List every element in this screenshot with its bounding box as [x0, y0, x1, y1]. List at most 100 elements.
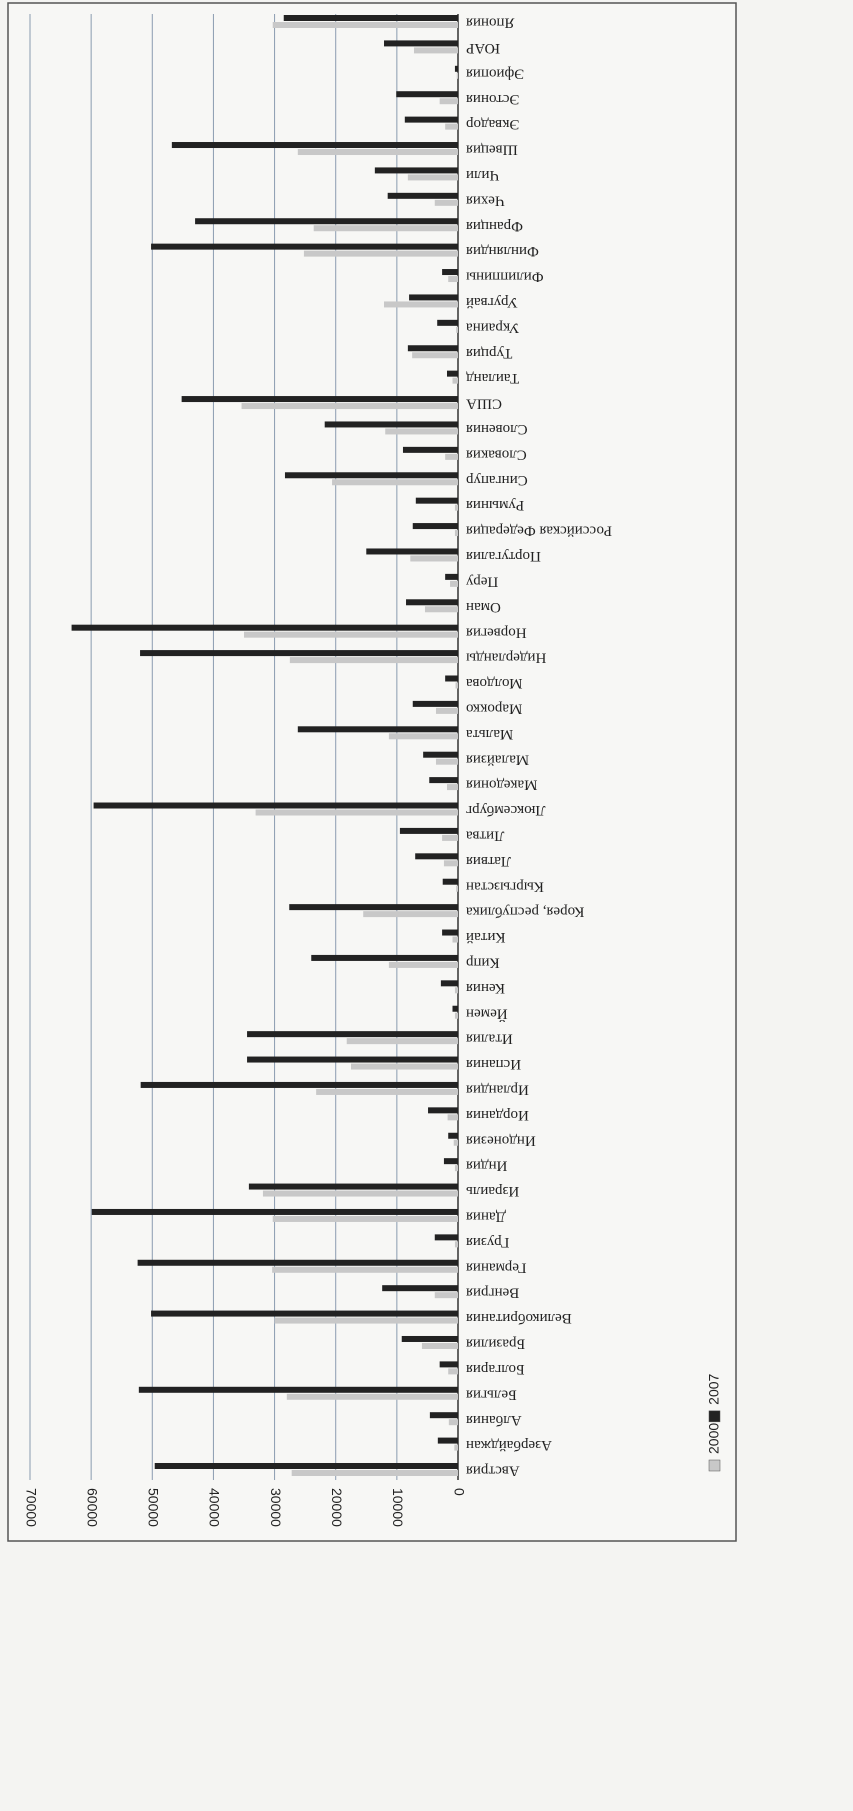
category-label: Турция — [466, 345, 512, 361]
category-label: Великобритания — [466, 1310, 572, 1326]
bar — [446, 370, 458, 377]
bar — [382, 1285, 458, 1292]
category-label: Латвия — [466, 853, 511, 869]
category-label: Эквадор — [466, 116, 519, 132]
bar — [456, 885, 458, 892]
category-label: Китай — [466, 929, 505, 945]
bar — [442, 269, 458, 276]
bar — [455, 682, 458, 689]
category-label: Испания — [466, 1056, 521, 1072]
category-label: Азербайджан — [466, 1437, 552, 1453]
category-label: Йемен — [466, 1005, 508, 1022]
bar — [297, 726, 458, 733]
bar — [140, 1081, 458, 1088]
bar — [374, 167, 458, 174]
bar — [434, 1292, 458, 1299]
category-label: Уругвай — [466, 294, 518, 310]
bar — [445, 453, 458, 460]
bar — [409, 294, 458, 301]
category-label: Малайзия — [466, 751, 529, 767]
bar — [384, 301, 458, 308]
bar — [412, 352, 458, 359]
bar — [71, 624, 458, 631]
y-tick-label: 50000 — [146, 1488, 162, 1527]
category-label: Чехия — [466, 192, 505, 208]
bar — [442, 878, 458, 885]
bar — [297, 149, 458, 156]
category-label: Иордания — [466, 1107, 529, 1123]
category-label: Оман — [466, 599, 501, 615]
bar — [407, 174, 458, 181]
category-label: Болгария — [466, 1361, 525, 1377]
bar — [91, 1208, 459, 1215]
bar — [448, 1132, 458, 1139]
bar — [247, 1056, 458, 1063]
bar — [406, 599, 458, 606]
bar — [262, 1190, 458, 1197]
bar — [181, 396, 459, 403]
category-label: Эфиопия — [466, 65, 524, 81]
y-tick-label: 10000 — [390, 1488, 406, 1527]
bar — [443, 1158, 458, 1165]
category-label: Марокко — [466, 700, 522, 716]
bar — [454, 530, 458, 537]
bar — [454, 1012, 458, 1019]
category-label: Молдова — [466, 675, 523, 691]
category-label: Норвегия — [466, 624, 527, 640]
bar — [241, 403, 458, 410]
category-label: Корея, республика — [466, 904, 585, 920]
bar — [450, 580, 458, 587]
bar — [415, 853, 458, 860]
bar — [137, 1259, 458, 1266]
legend-swatch — [708, 1410, 721, 1423]
bar — [93, 802, 459, 809]
category-label: Венгрия — [466, 1285, 519, 1301]
category-label: Дания — [466, 1209, 506, 1225]
category-label: Эстония — [466, 91, 519, 107]
bar — [446, 784, 458, 791]
category-label: Франция — [466, 218, 523, 234]
y-tick-label: 0 — [451, 1488, 467, 1496]
bar — [442, 834, 458, 841]
bar — [454, 1444, 458, 1451]
bar — [423, 751, 458, 758]
bar — [316, 1088, 458, 1095]
category-label: Австрия — [466, 1463, 520, 1479]
bar — [445, 573, 458, 580]
bar — [346, 1038, 458, 1045]
bar — [442, 929, 458, 936]
category-label: Сингапур — [466, 472, 528, 488]
category-label: Перу — [466, 573, 499, 589]
bar — [272, 22, 458, 28]
category-label: Мальта — [466, 726, 514, 742]
bar — [452, 1005, 458, 1012]
bar — [272, 1215, 458, 1222]
y-tick-label: 60000 — [84, 1488, 100, 1527]
category-label: Филиппины — [466, 269, 544, 285]
bar — [248, 1183, 458, 1190]
bar — [351, 1063, 458, 1070]
bar — [324, 421, 458, 428]
bar — [443, 860, 458, 867]
y-tick-label: 20000 — [329, 1488, 345, 1527]
bar — [435, 707, 458, 714]
bar — [453, 1139, 458, 1146]
bar — [387, 192, 458, 199]
bar — [313, 225, 458, 232]
category-label: Люксембург — [466, 802, 546, 818]
bar — [429, 1412, 458, 1419]
category-label: Литва — [466, 827, 505, 843]
bar — [138, 1386, 458, 1393]
category-label: ЮАР — [466, 40, 500, 56]
bar — [421, 1342, 458, 1349]
bar — [247, 1031, 458, 1038]
bar — [151, 1310, 458, 1317]
bar — [454, 504, 458, 511]
bar — [140, 650, 459, 657]
bar — [291, 1470, 458, 1476]
bar — [445, 123, 458, 130]
y-tick-label: 40000 — [207, 1488, 223, 1527]
category-label: Российская Федерация — [466, 523, 612, 539]
bar — [404, 116, 458, 123]
bar — [410, 555, 458, 562]
